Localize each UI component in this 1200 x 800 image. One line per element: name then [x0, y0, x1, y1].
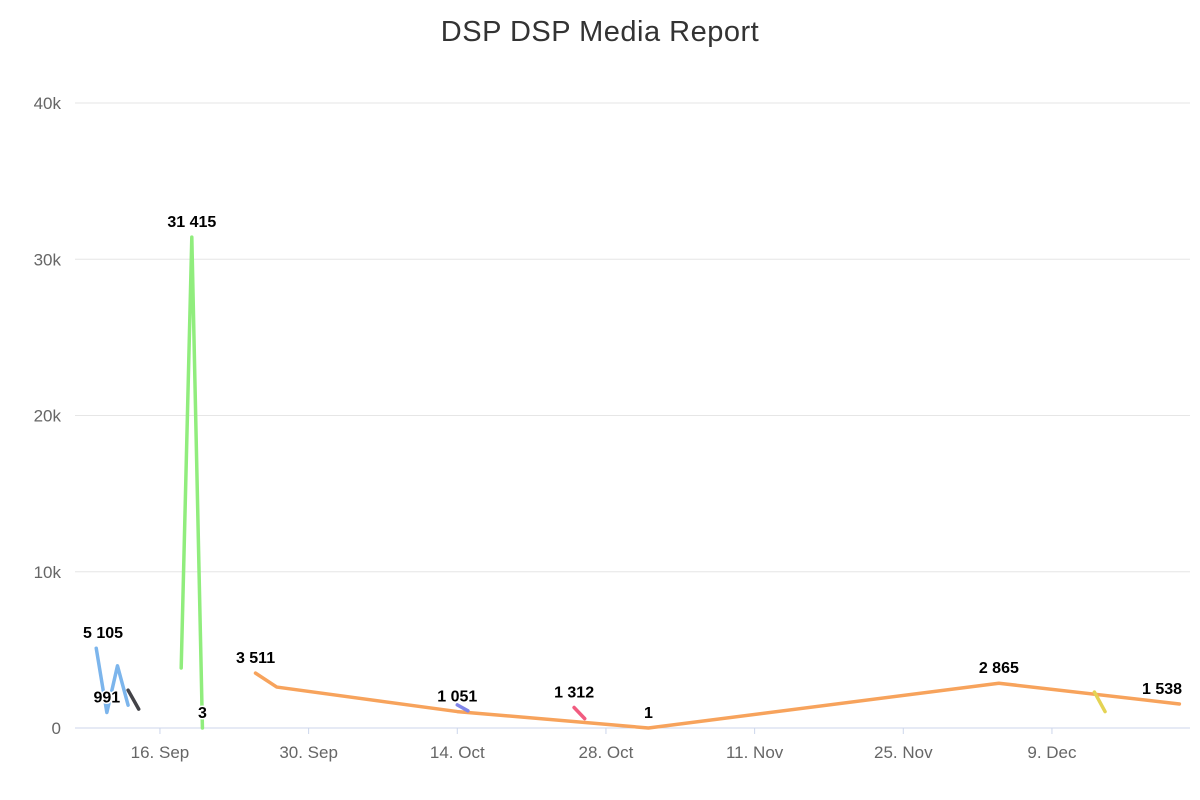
series-blue-data-label: 5 105	[83, 625, 123, 642]
series-green-line[interactable]	[179, 235, 205, 730]
x-axis-label: 11. Nov	[726, 743, 784, 762]
series-orange-line[interactable]	[253, 671, 1182, 730]
y-axis-label: 40k	[34, 94, 62, 113]
series-blue-line[interactable]	[94, 646, 130, 715]
y-axis-label: 10k	[34, 563, 62, 582]
x-axis-label: 16. Sep	[131, 743, 190, 762]
series-orange-data-label: 1 051	[437, 689, 477, 706]
x-axis-label: 30. Sep	[279, 743, 338, 762]
x-axis-label: 25. Nov	[874, 743, 933, 762]
x-axis-label: 28. Oct	[579, 743, 634, 762]
x-axis-label: 14. Oct	[430, 743, 485, 762]
series-green-data-label: 31 415	[167, 214, 216, 231]
y-axis-label: 0	[52, 719, 61, 738]
series-orange-data-label: 1	[644, 705, 653, 722]
y-axis-label: 20k	[34, 407, 62, 426]
series-orange-data-label: 1 538	[1142, 681, 1182, 698]
series-yellow-line[interactable]	[1092, 690, 1107, 714]
series-purple-line[interactable]	[455, 703, 470, 713]
series-green-data-label: 3	[198, 705, 207, 722]
series-orange-data-label: 3 511	[236, 650, 275, 667]
x-axis-label: 9. Dec	[1027, 743, 1077, 762]
y-axis-label: 30k	[34, 250, 62, 269]
chart-title: DSP DSP Media Report	[440, 16, 760, 48]
series-pink-line[interactable]	[572, 705, 587, 721]
series-pink-data-label: 1 312	[554, 685, 594, 702]
series-black-line[interactable]	[126, 688, 141, 711]
series-blue-data-label: 991	[94, 690, 121, 707]
series-orange-data-label: 2 865	[979, 660, 1019, 677]
